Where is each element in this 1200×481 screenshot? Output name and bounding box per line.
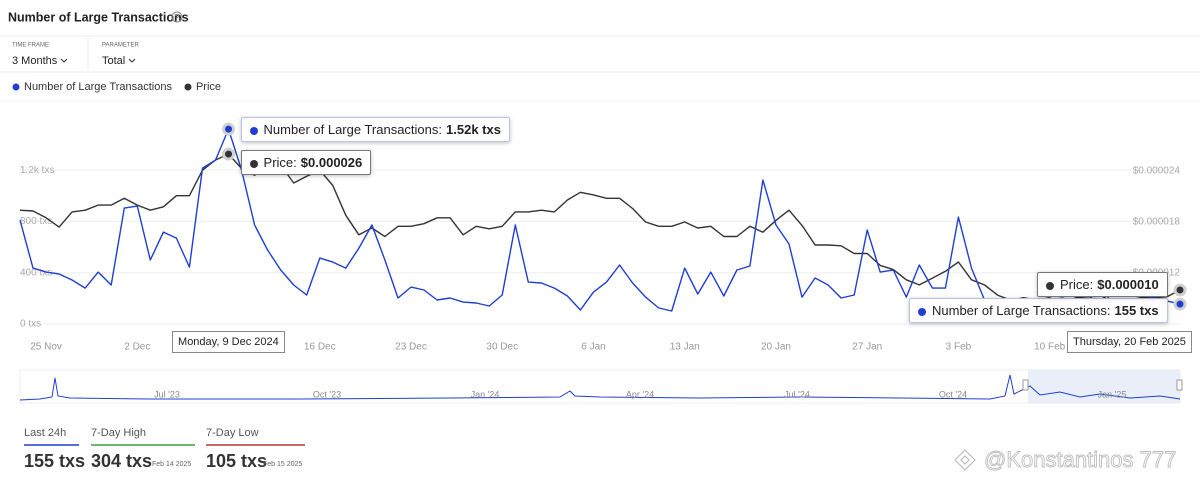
series-line	[19, 128, 1181, 312]
x-tick-label: 20 Jan	[761, 342, 791, 353]
x-tick-label: 9 Dec	[215, 342, 241, 353]
y2-tick-label: $0.000024	[1133, 166, 1181, 177]
legend-marker	[12, 83, 20, 91]
control-label: PARAMETER	[102, 43, 140, 49]
stat-value: 155 txs	[24, 451, 85, 471]
legend-label: Price	[196, 81, 221, 93]
y-tick-label: 0 txs	[20, 319, 41, 330]
chevron	[128, 58, 136, 63]
stat-label: Last 24h	[24, 427, 66, 439]
navigator-label: Jul '24	[784, 389, 810, 399]
legend-label: Number of Large Transactions	[24, 81, 172, 93]
stat-date: Feb 15 2025	[263, 461, 302, 468]
x-tick-label: 2 Dec	[124, 342, 150, 353]
stats: Last 24h 155 txs 7-Day High 304 txs Feb …	[24, 427, 305, 471]
chart-title: Number of Large Transactions	[8, 10, 189, 24]
control-value[interactable]: 3 Months	[12, 55, 58, 67]
point-marker	[222, 147, 236, 161]
x-tick-label: 6 Jan	[581, 342, 605, 353]
legend-marker	[184, 83, 192, 91]
point-marker	[222, 122, 236, 136]
point-marker	[1173, 283, 1187, 297]
point-marker	[1173, 297, 1187, 311]
stat-date: Feb 14 2025	[152, 461, 191, 468]
control-label: TIME FRAME	[12, 43, 49, 49]
x-tick-label: 13 Jan	[670, 342, 700, 353]
legend: Number of Large Transactions Price	[12, 81, 221, 93]
stat-label: 7-Day High	[91, 427, 146, 439]
navigator-label: Oct '23	[313, 389, 341, 399]
navigator-label: Jul '23	[154, 389, 180, 399]
y2-tick-label: $0.000018	[1133, 217, 1181, 228]
stat-value: 105 txs	[206, 451, 267, 471]
x-tick-label: 23 Dec	[395, 342, 427, 353]
stat-label: 7-Day Low	[206, 427, 259, 439]
x-tick-label: 10 Feb	[1034, 342, 1066, 353]
x-tick-label: 16 Dec	[304, 342, 336, 353]
x-tick-label: 25 Nov	[30, 342, 62, 353]
navigator: Jul '23 Oct '23 Jan '24 Apr '24 Jul '24 …	[19, 369, 1183, 404]
y-tick-label: 1.2k txs	[20, 165, 54, 176]
plot: 0 txs 400 txs 800 txs 1.2k txs $0.000012 $0.0…	[19, 122, 1187, 353]
y-tick-label: 400 txs	[20, 267, 52, 278]
y2-tick-label: $0.000012	[1133, 268, 1181, 279]
x-tick-label: 3 Feb	[946, 342, 972, 353]
navigator-label: Jan '24	[471, 389, 500, 399]
stat-value: 304 txs	[91, 451, 152, 471]
watermark: @Konstantinos 777	[954, 446, 1177, 472]
navigator-label: Jan '25	[1098, 389, 1127, 399]
control-value[interactable]: Total	[102, 55, 125, 67]
watermark-text: @Konstantinos 777	[984, 447, 1176, 472]
chevron	[60, 58, 68, 63]
y-tick-label: 800 txs	[20, 216, 52, 227]
x-tick-label: 30 Dec	[486, 342, 518, 353]
navigator-label: Oct '24	[939, 389, 967, 399]
info-icon[interactable]	[171, 11, 183, 23]
navigator-label: Apr '24	[626, 389, 654, 399]
x-tick-label: 27 Jan	[852, 342, 882, 353]
